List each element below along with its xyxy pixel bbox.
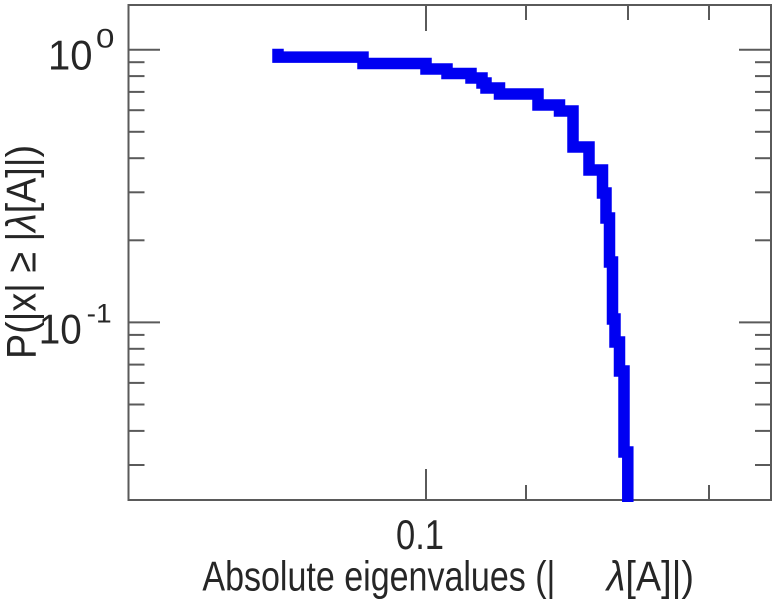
svg-text:λ[A]|): λ[A]|) bbox=[605, 553, 694, 600]
svg-text:-1: -1 bbox=[87, 299, 112, 329]
svg-text:P(|x| ≥ |λ[A]|): P(|x| ≥ |λ[A]|) bbox=[0, 145, 45, 359]
svg-text:0.1: 0.1 bbox=[396, 511, 444, 558]
svg-text:10: 10 bbox=[39, 305, 82, 352]
svg-text:10: 10 bbox=[48, 32, 93, 79]
svg-text:Absolute eigenvalues (|: Absolute eigenvalues (| bbox=[202, 553, 555, 600]
svg-text:0: 0 bbox=[96, 24, 114, 54]
